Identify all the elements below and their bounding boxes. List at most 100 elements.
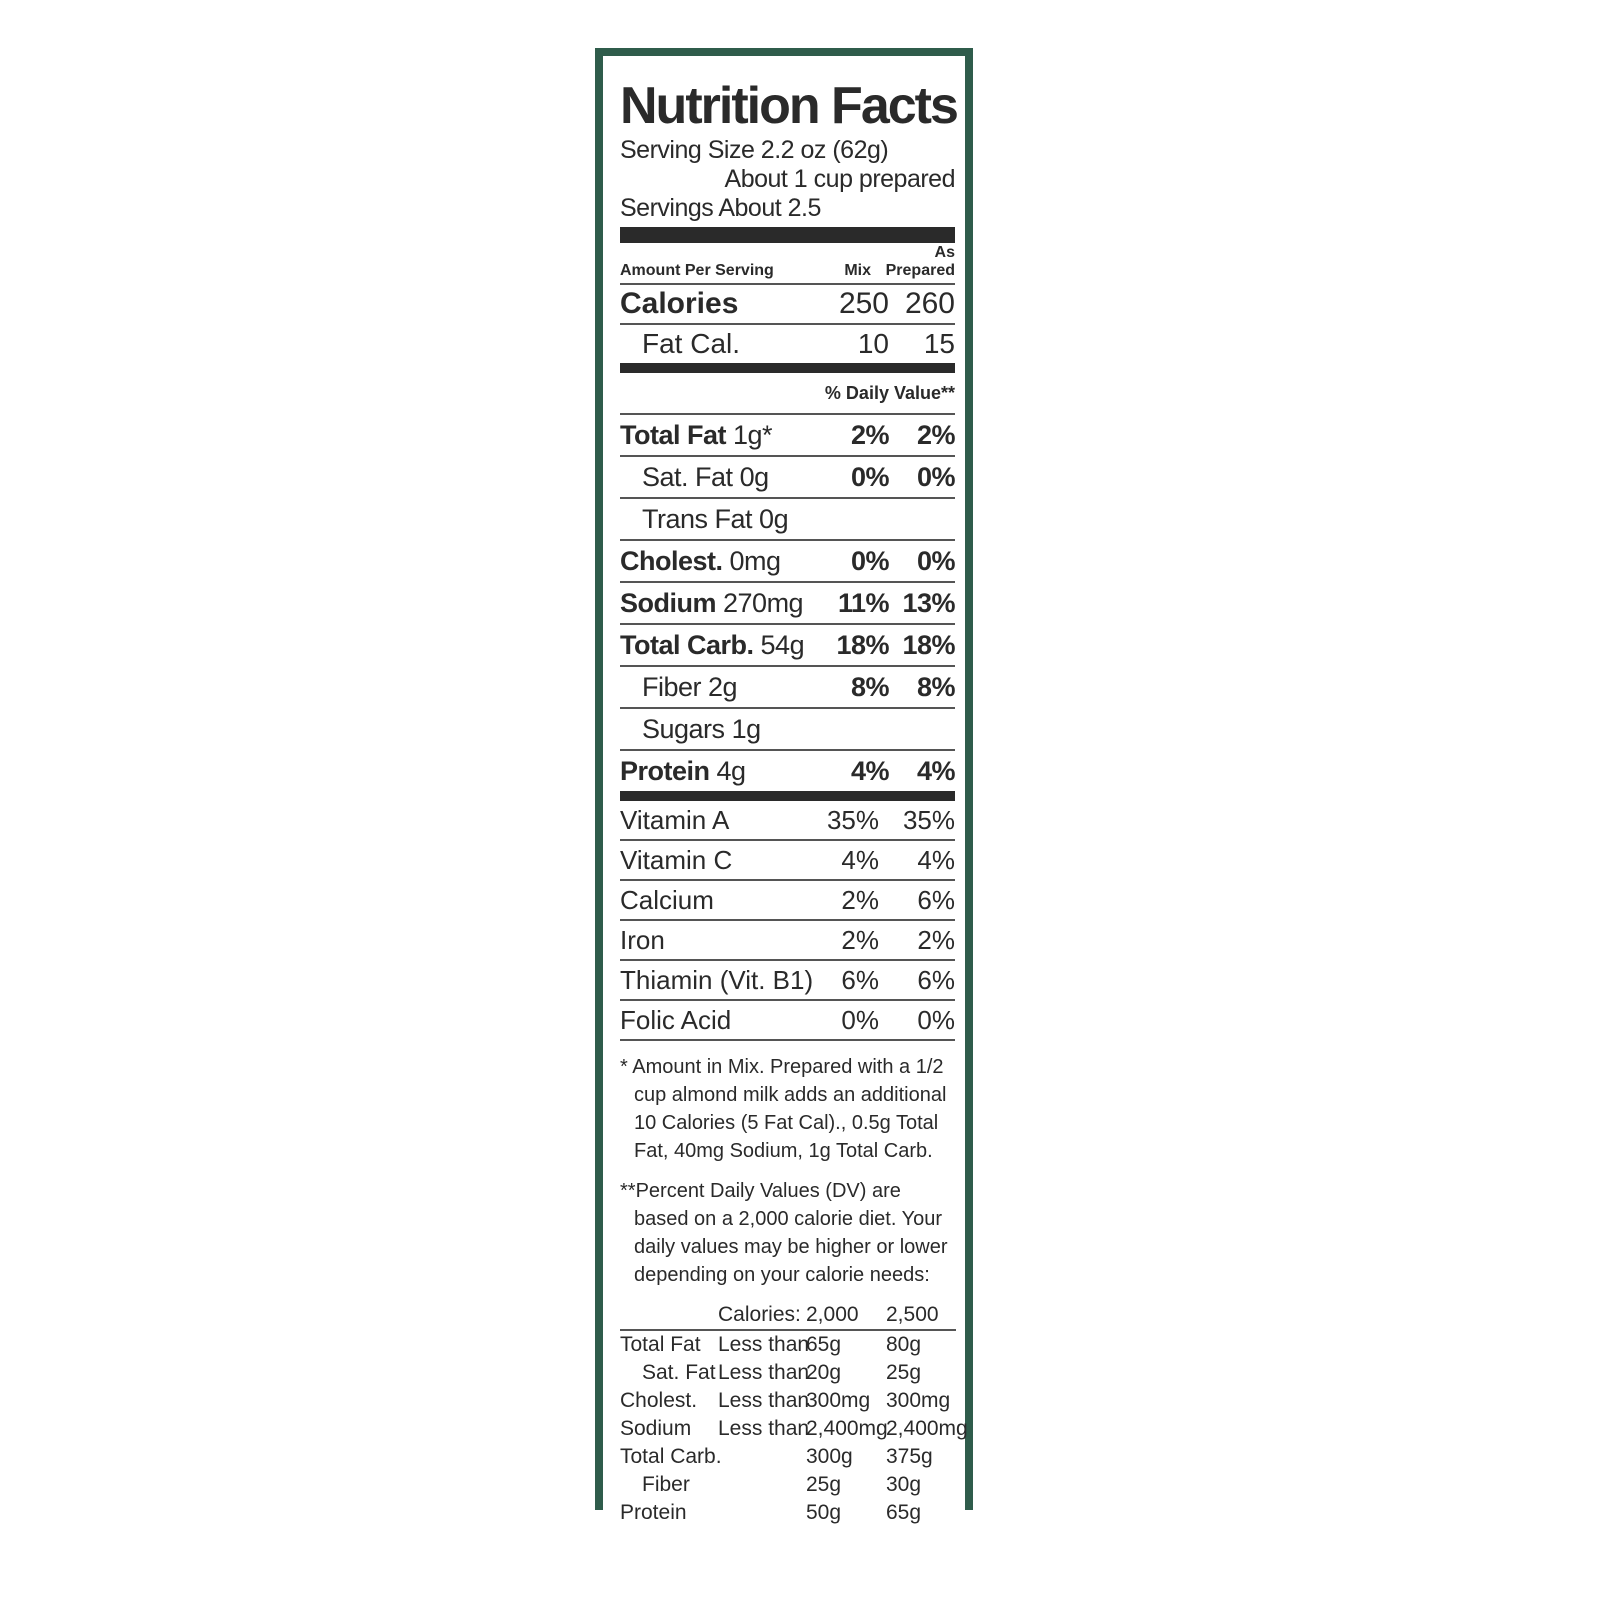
vitamin-name: Vitamin C <box>620 844 733 875</box>
dv-table-cell: 375g <box>886 1445 933 1468</box>
nutrient-label: Trans Fat 0g <box>620 504 819 535</box>
dv-table-cell: 65g <box>806 1333 842 1356</box>
nutrient-prepared-dv: 0% <box>916 461 956 492</box>
dv-table-cell <box>718 1471 806 1499</box>
vitamin-row: Thiamin (Vit. B1) 6% 6% <box>620 961 955 1001</box>
dv-table-cell: Fiber <box>642 1473 690 1496</box>
vitamin-name: Thiamin (Vit. B1) <box>620 964 814 995</box>
vitamin-name: Calcium <box>620 884 714 915</box>
nutrient-mix-dv: 8% <box>850 671 890 702</box>
nutrient-label: Total Carb. 54g <box>620 630 819 661</box>
calories-prepared: 260 <box>904 287 955 320</box>
nutrient-amount: 1g <box>731 713 762 744</box>
dv-table-cell: Total Fat <box>620 1333 701 1356</box>
dv-table-cell: Cholest. <box>620 1389 698 1412</box>
dv-table-cell: 25g <box>806 1473 842 1496</box>
vitamin-row: Iron 2% 2% <box>620 921 955 961</box>
prepared-header-bottom: Prepared <box>885 262 955 279</box>
dv-table-cell: Less than <box>718 1389 810 1412</box>
fat-cal-row: Fat Cal. 10 15 <box>620 325 955 363</box>
nutrient-row: Total Carb. 54g 18% 18% <box>620 625 956 667</box>
prepared-header-top: As <box>934 244 955 261</box>
calories-row: Calories 250 260 <box>620 285 955 325</box>
column-header: Amount Per Serving Mix As Prepared <box>620 243 955 285</box>
calories-mix: 250 <box>838 287 889 320</box>
dv-table-cell: 300g <box>806 1445 853 1468</box>
serving-note: About 1 cup prepared <box>724 165 956 193</box>
mix-header: Mix <box>844 262 871 279</box>
footnote: **Percent Daily Values (DV) are based on… <box>620 1180 948 1286</box>
nutrient-label: Total Fat 1g* <box>620 420 819 451</box>
nutrient-label: Sugars 1g <box>620 714 819 745</box>
dv-table-cell: Less than <box>718 1417 810 1440</box>
nutrient-prepared-dv: 8% <box>916 671 956 702</box>
dv-table-cell: Less than <box>718 1333 810 1356</box>
nutrition-label: Nutrition Facts Serving Size 2.2 oz (62g)… <box>595 48 973 1524</box>
dv-table-cell: 50g <box>806 1501 842 1524</box>
vitamin-prepared: 6% <box>917 884 955 915</box>
nutrient-name: Sat. Fat <box>642 461 733 492</box>
dv-table-header: Calories: <box>718 1301 806 1331</box>
dv-table-corner <box>620 1301 718 1331</box>
nutrient-mix-dv: 0% <box>850 461 890 492</box>
dv-table-cell: 2,400mg <box>886 1417 968 1440</box>
dv-table-header: 2,500 <box>886 1301 956 1331</box>
nutrient-mix-dv: 18% <box>836 629 889 660</box>
prepared-header: As Prepared <box>871 244 955 280</box>
dv-table-cell: 25g <box>886 1361 922 1384</box>
vitamin-row: Vitamin A 35% 35% <box>620 801 955 841</box>
nutrient-amount: 1g* <box>733 419 773 450</box>
nutrient-amount: 4g <box>716 755 747 786</box>
nutrient-prepared-dv: 13% <box>902 587 955 618</box>
label-content: Nutrition Facts Serving Size 2.2 oz (62g)… <box>620 76 968 1527</box>
fat-cal-label: Fat Cal. <box>642 328 741 359</box>
vitamin-prepared: 35% <box>902 804 955 835</box>
dv-table-cell: Less than <box>718 1361 810 1384</box>
vitamin-mix: 4% <box>841 844 879 875</box>
nutrient-amount: 54g <box>760 629 805 660</box>
nutrient-mix-dv: 4% <box>850 755 890 786</box>
dv-table-cell: 300mg <box>806 1389 871 1412</box>
calories-label: Calories <box>620 287 739 320</box>
vitamin-mix: 2% <box>841 884 879 915</box>
dv-table-cell: Total Carb. <box>620 1445 722 1468</box>
dv-table-header: 2,000 <box>806 1301 886 1331</box>
nutrient-name: Trans Fat <box>642 503 753 534</box>
nutrient-amount: 0mg <box>729 545 782 576</box>
nutrient-label: Sodium 270mg <box>620 588 819 619</box>
nutrient-prepared-dv: 18% <box>902 629 955 660</box>
thick-rule <box>620 227 955 243</box>
nutrient-name: Sodium <box>620 587 717 618</box>
vitamin-mix: 2% <box>841 924 879 955</box>
nutrient-name: Total Fat <box>620 419 727 450</box>
dv-table-cell: 300mg <box>886 1389 951 1412</box>
nutrient-row: Protein 4g 4% 4% <box>620 751 956 791</box>
vitamin-prepared: 0% <box>917 1004 955 1035</box>
vitamin-mix: 0% <box>841 1004 879 1035</box>
nutrient-row: Sat. Fat 0g 0% 0% <box>620 457 956 499</box>
thick-rule <box>620 791 955 801</box>
nutrient-amount: 270mg <box>723 587 804 618</box>
vitamin-name: Vitamin A <box>620 804 730 835</box>
footnote: * Amount in Mix. Prepared with a 1/2 cup… <box>620 1056 947 1162</box>
dv-table-cell: 80g <box>886 1333 922 1356</box>
nutrient-amount: 0g <box>759 503 789 534</box>
nutrient-mix-dv: 2% <box>850 419 890 450</box>
amount-header: Amount Per Serving <box>620 262 774 279</box>
dv-table: Calories: 2,000 2,500 Total Fat Less than 65g… <box>620 1301 968 1527</box>
vitamin-prepared: 6% <box>917 964 955 995</box>
vitamin-prepared: 4% <box>917 844 955 875</box>
servings: Servings About 2.5 <box>620 194 821 222</box>
vitamin-row: Calcium 2% 6% <box>620 881 955 921</box>
nutrient-mix-dv: 0% <box>850 545 890 576</box>
nutrient-name: Protein <box>620 755 710 786</box>
dv-table-cell <box>718 1443 806 1471</box>
serving-size: Serving Size 2.2 oz (62g) <box>620 136 889 164</box>
vitamin-row: Folic Acid 0% 0% <box>620 1001 955 1041</box>
dv-table-cell: Protein <box>620 1501 687 1524</box>
nutrient-name: Cholest. <box>620 545 723 576</box>
dv-table-cell <box>718 1499 806 1527</box>
nutrient-label: Cholest. 0mg <box>620 546 819 577</box>
nutrient-amount: 0g <box>739 461 770 492</box>
